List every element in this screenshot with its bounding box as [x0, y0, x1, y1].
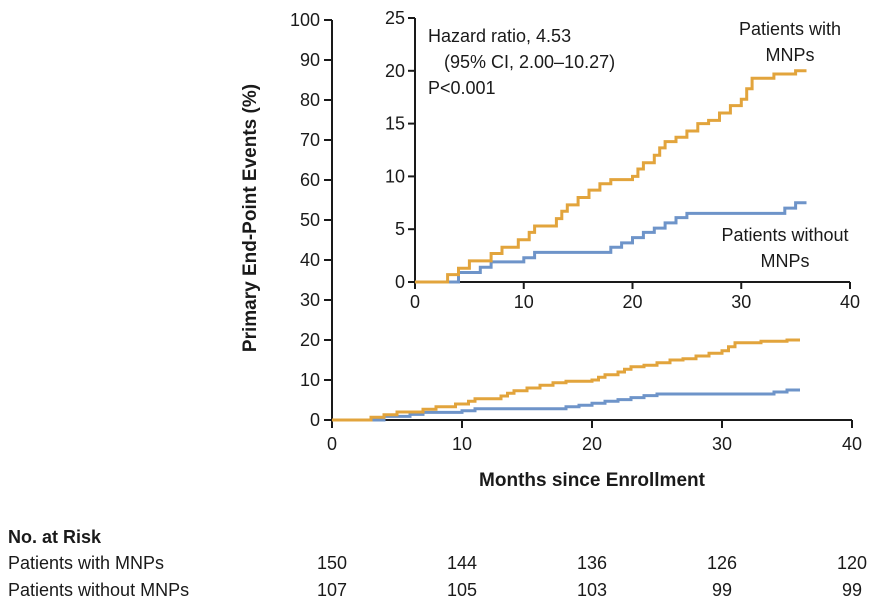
inset-series-with_mnps-line — [415, 69, 807, 284]
risk-table-header: No. at Risk — [8, 527, 102, 547]
inset-x-tick-label: 10 — [514, 292, 534, 312]
main-y-tick-label: 100 — [290, 10, 320, 30]
inset-y-tick-label: 5 — [395, 219, 405, 239]
main-x-tick-label: 10 — [452, 434, 472, 454]
label-patients-with-mnps-line1: Patients with — [738, 19, 842, 39]
risk-value: 136 — [576, 553, 608, 573]
main-y-tick-label: 60 — [300, 170, 320, 190]
inset-x-tick-label: 0 — [410, 292, 420, 312]
inset-series-without_mnps-line — [415, 201, 807, 284]
main-y-tick-label: 30 — [300, 290, 320, 310]
risk-value: 105 — [446, 580, 478, 600]
risk-value: 120 — [836, 553, 868, 573]
inset-y-tick-label: 15 — [385, 114, 405, 134]
inset-y-tick-label: 20 — [385, 61, 405, 81]
label-patients-without-mnps: Patients without MNPs — [695, 222, 875, 274]
inset-x-tick-label: 40 — [840, 292, 860, 312]
risk-value: 103 — [576, 580, 608, 600]
risk-value: 99 — [711, 580, 733, 600]
main-x-tick-label: 40 — [842, 434, 862, 454]
label-patients-without-mnps-line1: Patients without — [721, 225, 849, 245]
main-series-without_mnps-line — [332, 388, 800, 422]
risk-value: 126 — [706, 553, 738, 573]
label-patients-with-mnps-line2: MNPs — [765, 45, 815, 65]
inset-x-tick-label: 30 — [731, 292, 751, 312]
risk-row-label-with-mnps: Patients with MNPs — [8, 553, 165, 573]
main-x-tick-label: 0 — [327, 434, 337, 454]
x-axis-title: Months since Enrollment — [479, 470, 705, 491]
main-axis-spine — [331, 20, 852, 421]
annotation-hazard-ratio: Hazard ratio, 4.53 — [428, 26, 572, 46]
annotation-p-value: P<0.001 — [428, 78, 496, 98]
inset-y-tick-label: 25 — [385, 8, 405, 28]
risk-value: 150 — [316, 553, 348, 573]
inset-x-tick-label: 20 — [622, 292, 642, 312]
main-x-tick-label: 20 — [582, 434, 602, 454]
inset-y-tick-label: 10 — [385, 166, 405, 186]
risk-value: 107 — [316, 580, 348, 600]
annotation-confidence-interval: (95% CI, 2.00–10.27) — [444, 52, 616, 72]
y-axis-title: Primary End-Point Events (%) — [240, 83, 261, 353]
main-y-tick-label: 90 — [300, 50, 320, 70]
inset-y-tick-label: 0 — [395, 272, 405, 292]
risk-value: 99 — [841, 580, 863, 600]
main-series-with_mnps-line — [332, 338, 800, 422]
main-y-tick-label: 50 — [300, 210, 320, 230]
main-y-tick-label: 20 — [300, 330, 320, 350]
main-y-tick-label: 70 — [300, 130, 320, 150]
risk-row-label-without-mnps: Patients without MNPs — [8, 580, 190, 600]
main-y-tick-label: 0 — [310, 410, 320, 430]
main-y-tick-label: 40 — [300, 250, 320, 270]
risk-value: 144 — [446, 553, 478, 573]
main-y-tick-label: 80 — [300, 90, 320, 110]
main-x-tick-label: 30 — [712, 434, 732, 454]
main-y-tick-label: 10 — [300, 370, 320, 390]
label-patients-without-mnps-line2: MNPs — [760, 251, 810, 271]
label-patients-with-mnps: Patients with MNPs — [700, 16, 880, 68]
